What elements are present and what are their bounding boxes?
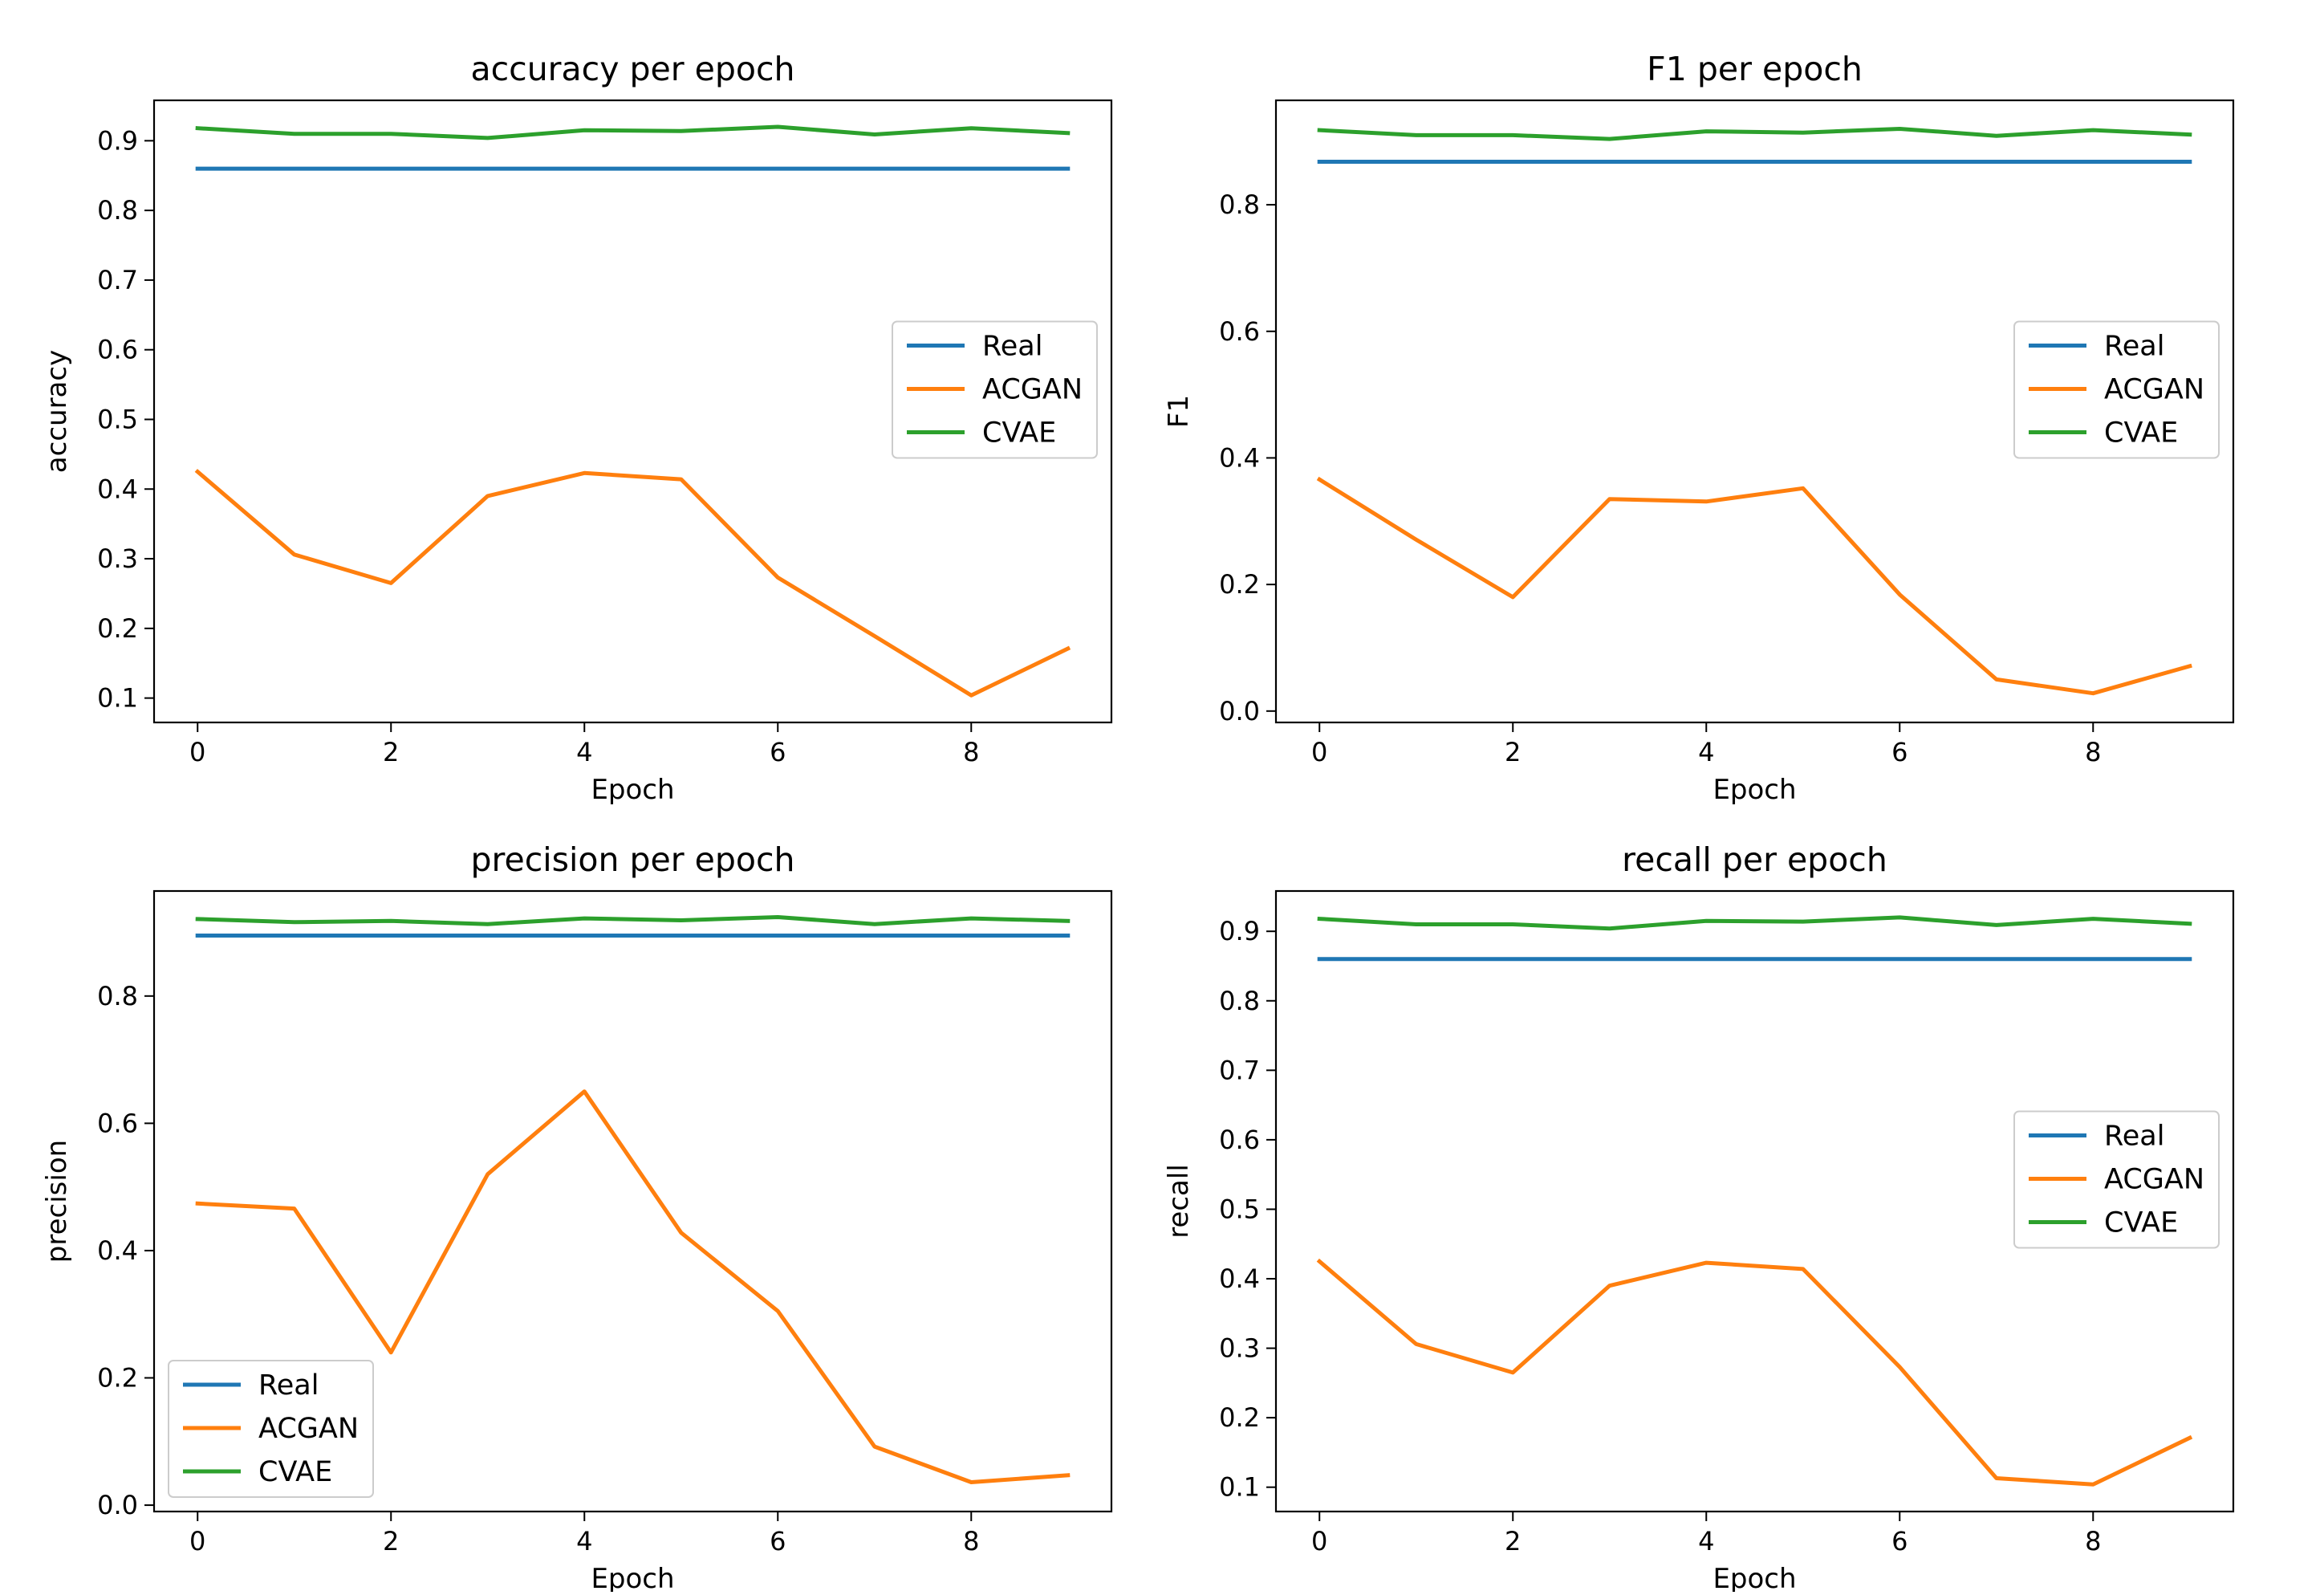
x-tick-label: 2 [383, 737, 399, 767]
y-axis-label: precision [41, 1140, 73, 1263]
series-line-acgan [1316, 1258, 2193, 1487]
legend: Real ACGAN CVAE [168, 1360, 374, 1498]
y-tick-label: 0.7 [97, 265, 138, 295]
y-tick-label: 0.8 [1219, 189, 1260, 220]
legend-label-real: Real [982, 331, 1042, 363]
x-tick-label: 0 [1311, 1526, 1327, 1556]
series-line-cvae [1317, 915, 2192, 931]
y-tick-label: 0.8 [97, 981, 138, 1011]
legend-label-acgan: ACGAN [258, 1413, 359, 1445]
subplot-title: F1 per epoch [1647, 50, 1863, 88]
series-line-acgan [194, 469, 1071, 698]
y-tick-label: 0.6 [97, 1108, 138, 1138]
legend-box [2013, 320, 2220, 459]
x-axis-label: Epoch [591, 774, 674, 806]
legend-box [2013, 1110, 2220, 1249]
subplot-title: accuracy per epoch [470, 50, 794, 88]
subplot-3: precision per epoch 0 2 4 6 8 0.0 0.2 0.4 0.6 0.8 E… [41, 840, 1113, 1595]
series-line-cvae [195, 915, 1071, 926]
x-tick-label: 6 [1891, 1526, 1908, 1556]
y-tick-label: 0.1 [1219, 1472, 1260, 1503]
series-line-cvae [1317, 127, 2192, 141]
legend-label-cvae: CVAE [2104, 417, 2178, 450]
x-axis-label: Epoch [591, 1563, 674, 1592]
x-tick-label: 6 [770, 737, 786, 767]
x-tick-label: 2 [1505, 737, 1521, 767]
x-tick-label: 4 [576, 737, 592, 767]
legend-label-real: Real [2104, 331, 2164, 363]
legend: Real ACGAN CVAE [2013, 1110, 2220, 1249]
y-tick-label: 0.5 [97, 404, 138, 434]
series-line-acgan [1316, 476, 2192, 696]
y-tick-label: 0.4 [97, 1235, 138, 1266]
subplot-title: precision per epoch [471, 840, 795, 879]
legend-label-real: Real [2104, 1121, 2164, 1153]
legend-box [892, 320, 1098, 459]
subplot-2: F1 per epoch 0 2 4 6 8 0.0 0.2 0.4 0.6 0.8 Epoch F1 R… [1163, 50, 2235, 806]
x-tick-label: 0 [1311, 737, 1327, 767]
y-tick-label: 0.7 [1219, 1055, 1260, 1085]
x-axis-label: Epoch [1713, 774, 1796, 806]
y-axis-label: F1 [1163, 395, 1195, 428]
legend-box [168, 1360, 374, 1498]
x-axis-label: Epoch [1713, 1563, 1796, 1592]
y-tick-label: 0.2 [1219, 1402, 1260, 1433]
legend-label-cvae: CVAE [2104, 1207, 2178, 1239]
y-tick-label: 0.0 [1219, 696, 1260, 726]
y-tick-label: 0.1 [97, 683, 138, 714]
y-tick-label: 0.2 [97, 1363, 138, 1394]
y-tick-label: 0.8 [1219, 986, 1260, 1016]
y-tick-label: 0.0 [97, 1490, 138, 1520]
legend-label-real: Real [258, 1369, 319, 1402]
axes-frame [1274, 99, 2235, 724]
x-tick-label: 8 [2085, 737, 2101, 767]
y-tick-label: 0.9 [97, 125, 138, 156]
x-tick-label: 2 [1505, 1526, 1521, 1556]
y-tick-label: 0.9 [1219, 916, 1260, 946]
y-tick-label: 0.6 [97, 335, 138, 365]
y-tick-label: 0.6 [1219, 1125, 1260, 1155]
y-axis-label: accuracy [41, 350, 73, 473]
x-tick-label: 6 [1891, 737, 1908, 767]
axes-frame [152, 99, 1113, 724]
y-tick-label: 0.3 [97, 543, 138, 574]
legend-label-acgan: ACGAN [982, 374, 1083, 406]
y-tick-label: 0.5 [1219, 1194, 1260, 1224]
subplot-4: recall per epoch 0 2 4 6 8 0.1 0.2 0.3 0.4 0.5 0.6 0… [1163, 840, 2235, 1595]
legend-label-acgan: ACGAN [2104, 374, 2204, 406]
legend-label-cvae: CVAE [258, 1456, 332, 1488]
x-tick-label: 0 [189, 737, 205, 767]
subplot-1: accuracy per epoch 0 2 4 6 8 0.1 0.2 0.3 0.4 0.5 0.… [41, 50, 1113, 806]
x-tick-label: 4 [1698, 737, 1714, 767]
y-tick-label: 0.2 [1219, 569, 1260, 600]
x-tick-label: 4 [1698, 1526, 1714, 1556]
legend-label-cvae: CVAE [982, 417, 1056, 450]
y-tick-label: 0.2 [97, 613, 138, 644]
x-tick-label: 4 [576, 1526, 592, 1556]
axes-frame [1274, 889, 2235, 1513]
subplot-title: recall per epoch [1622, 840, 1887, 879]
x-tick-label: 6 [770, 1526, 786, 1556]
y-tick-label: 0.6 [1219, 316, 1260, 347]
y-tick-label: 0.4 [97, 474, 138, 504]
x-tick-label: 2 [383, 1526, 399, 1556]
y-tick-label: 0.3 [1219, 1333, 1260, 1364]
y-tick-label: 0.8 [97, 195, 138, 226]
y-tick-label: 0.4 [1219, 1263, 1260, 1294]
axes-frame [152, 889, 1113, 1513]
series-line-acgan [195, 1089, 1071, 1484]
x-tick-label: 0 [189, 1526, 205, 1556]
x-tick-label: 8 [963, 737, 979, 767]
y-tick-label: 0.4 [1219, 442, 1260, 473]
legend: Real ACGAN CVAE [2013, 320, 2220, 459]
series-line-cvae [195, 124, 1071, 140]
legend-label-acgan: ACGAN [2104, 1164, 2204, 1196]
x-tick-label: 8 [963, 1526, 979, 1556]
legend: Real ACGAN CVAE [892, 320, 1098, 459]
x-tick-label: 8 [2085, 1526, 2101, 1556]
y-axis-label: recall [1163, 1164, 1195, 1239]
